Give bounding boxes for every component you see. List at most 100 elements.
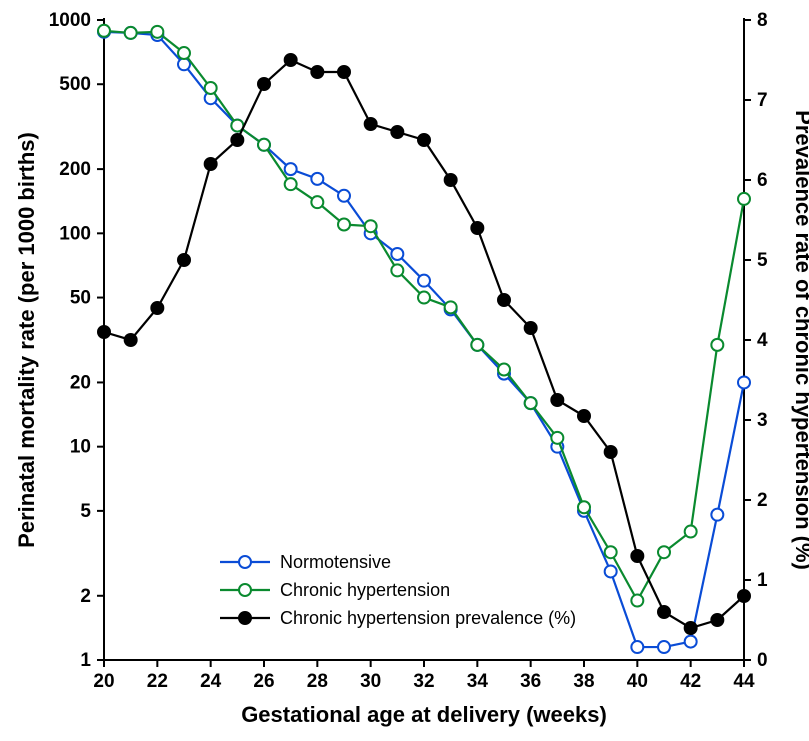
legend-label: Chronic hypertension prevalence (%) [280,608,576,628]
series-marker [365,220,377,232]
series-marker [551,432,563,444]
x-tick-label: 24 [200,671,222,692]
series-marker [391,248,403,260]
y-left-tick-label: 100 [59,223,91,244]
x-tick-label: 20 [93,671,114,692]
legend-marker [239,556,251,568]
x-tick-label: 26 [253,671,274,692]
x-axis-label: Gestational age at delivery (weeks) [241,702,607,727]
series-marker [178,254,190,266]
series-marker [711,509,723,521]
series-marker [338,66,350,78]
legend-label: Chronic hypertension [280,580,450,600]
y-left-tick-label: 50 [70,288,91,309]
series-marker [311,196,323,208]
series-marker [471,339,483,351]
y-left-tick-label: 200 [59,159,91,180]
y-right-tick-label: 1 [757,570,768,591]
series-marker [178,47,190,59]
series-marker [231,134,243,146]
series-line [104,32,744,647]
series-marker [658,546,670,558]
series-marker [338,219,350,231]
series-marker [151,302,163,314]
series-marker [711,339,723,351]
series-marker [738,376,750,388]
series-marker [631,641,643,653]
x-tick-label: 34 [467,671,489,692]
y-left-tick-label: 1 [80,650,91,671]
series-marker [471,222,483,234]
x-tick-label: 30 [360,671,381,692]
series-marker [685,622,697,634]
series-marker [418,134,430,146]
series-marker [685,526,697,538]
y-right-tick-label: 3 [757,410,768,431]
x-tick-label: 32 [413,671,434,692]
legend-marker [239,612,251,624]
y-right-tick-label: 8 [757,10,768,31]
series-marker [578,501,590,513]
series-marker [658,641,670,653]
y-right-tick-label: 2 [757,490,768,511]
series-marker [258,78,270,90]
y-right-tick-label: 6 [757,170,768,191]
series-marker [498,294,510,306]
series-marker [418,292,430,304]
series-marker [605,565,617,577]
series-marker [711,614,723,626]
series-marker [285,163,297,175]
y-left-tick-label: 20 [70,372,91,393]
series-marker [151,26,163,38]
series-marker [98,326,110,338]
series-marker [578,410,590,422]
y-right-tick-label: 7 [757,90,768,111]
x-tick-label: 44 [733,671,755,692]
series-marker [311,173,323,185]
x-tick-label: 38 [573,671,594,692]
series-marker [365,118,377,130]
series-marker [445,174,457,186]
series-marker [285,178,297,190]
series-marker [738,590,750,602]
series-marker [125,334,137,346]
series-marker [311,66,323,78]
chart-container: 20222426283032343638404244Gestational ag… [0,0,809,741]
series-marker [98,25,110,37]
series-marker [418,275,430,287]
x-tick-label: 36 [520,671,541,692]
series-marker [631,550,643,562]
x-tick-label: 28 [307,671,328,692]
y-left-tick-label: 5 [80,501,91,522]
y-right-tick-label: 0 [757,650,768,671]
y-right-tick-label: 5 [757,250,768,271]
series-marker [285,54,297,66]
series-marker [605,446,617,458]
y-left-tick-label: 500 [59,74,91,95]
series-marker [258,139,270,151]
series-marker [631,595,643,607]
legend-marker [239,584,251,596]
series-marker [551,394,563,406]
series-marker [205,82,217,94]
series-marker [391,264,403,276]
series-marker [125,27,137,39]
series-marker [525,397,537,409]
y-right-axis-label: Prevalence rate of chronic hypertension … [791,110,809,570]
series-marker [498,363,510,375]
y-left-tick-label: 2 [80,586,91,607]
y-left-axis-label: Perinatal mortality rate (per 1000 birth… [14,132,39,548]
x-tick-label: 40 [627,671,648,692]
series-marker [738,193,750,205]
series-marker [338,190,350,202]
y-left-tick-label: 10 [70,437,91,458]
series-marker [658,606,670,618]
series-marker [525,322,537,334]
x-tick-label: 42 [680,671,701,692]
series-marker [685,636,697,648]
series-marker [391,126,403,138]
series-marker [205,158,217,170]
series-line [104,31,744,601]
series-marker [605,546,617,558]
dual-axis-line-chart: 20222426283032343638404244Gestational ag… [0,0,809,741]
